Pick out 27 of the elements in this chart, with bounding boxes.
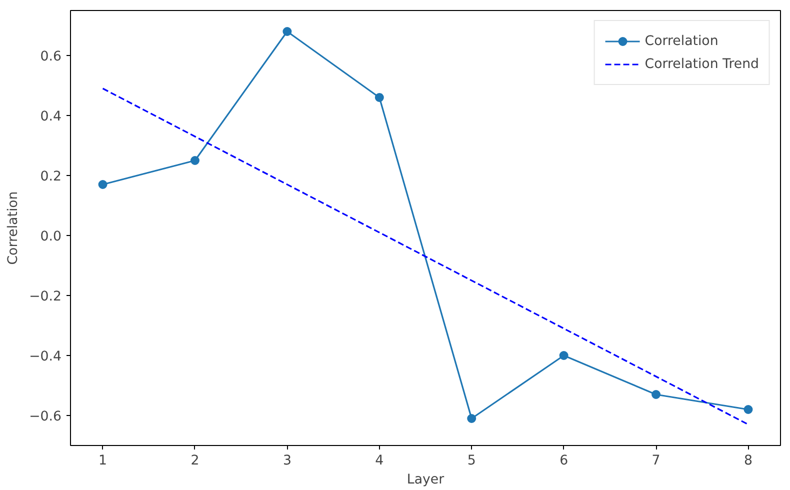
- y-tick-label: 0.0: [40, 230, 62, 244]
- y-tick-label: −0.6: [29, 410, 62, 424]
- x-tick-label: 7: [652, 454, 660, 468]
- y-tick-label: −0.4: [29, 350, 62, 364]
- legend-label: Correlation: [644, 34, 718, 48]
- point: [559, 351, 568, 360]
- point: [467, 414, 476, 423]
- x-tick-label: 3: [282, 454, 292, 468]
- point: [190, 156, 200, 165]
- y-axis-title: Correlation: [6, 191, 22, 265]
- point: [744, 405, 753, 414]
- y-tick-label: 0.4: [40, 110, 62, 124]
- x-tick-label: 2: [190, 454, 200, 468]
- x-tick-label: 4: [375, 454, 384, 468]
- y-tick-label: −0.2: [29, 290, 62, 304]
- y-tick-label: 0.2: [40, 170, 62, 184]
- x-tick-label: 5: [467, 454, 476, 468]
- legend-label: Correlation Trend: [644, 56, 759, 72]
- y-tick-label: 0.6: [40, 50, 62, 64]
- point: [98, 180, 108, 189]
- point: [282, 27, 292, 36]
- x-axis-title: Layer: [406, 472, 445, 488]
- x-tick-label: 1: [98, 454, 108, 468]
- point: [652, 390, 661, 399]
- x-tick-label: 6: [560, 454, 568, 468]
- point: [374, 93, 384, 102]
- x-tick-label: 8: [744, 454, 752, 468]
